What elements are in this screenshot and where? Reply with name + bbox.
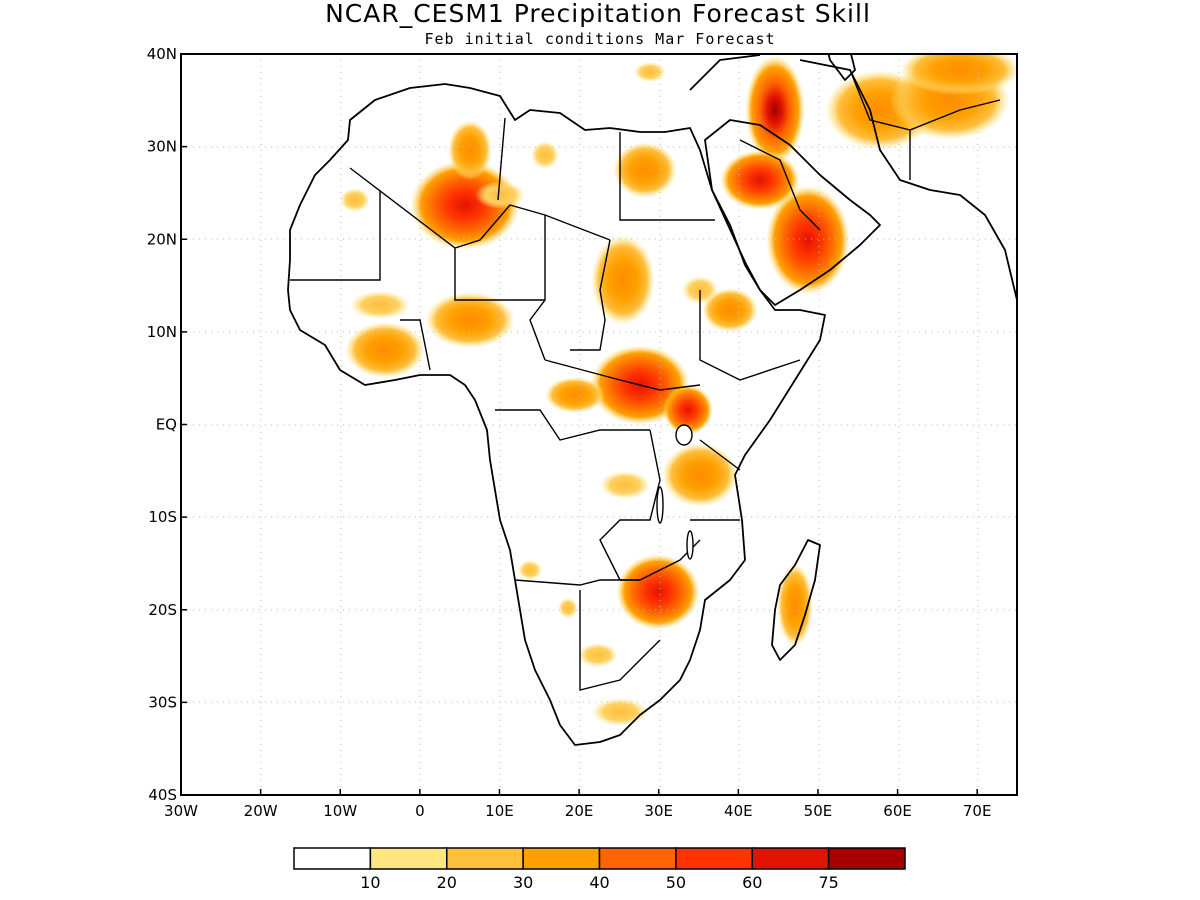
- lon-tick-label: 20E: [565, 802, 594, 820]
- colorbar-swatch: [751, 847, 830, 870]
- lat-tick-label: 20S: [148, 601, 177, 619]
- lon-tick-label: 30E: [644, 802, 673, 820]
- coastlines: [287, 54, 1017, 746]
- skill-area-central-asia: [900, 54, 1017, 95]
- skill-area-mali: [475, 181, 525, 209]
- colorbar-swatch: [827, 847, 906, 870]
- skill-area-nigeria: [425, 292, 515, 348]
- colorbar-swatch: [446, 847, 524, 870]
- skill-area-guinea-coast: [345, 322, 425, 378]
- skill-area-south-africa: [592, 698, 648, 726]
- madagascar-coastline: [771, 539, 821, 661]
- colorbar-swatch: [598, 847, 677, 870]
- skill-area-turkey: [634, 62, 666, 82]
- latitude-axis: 40N 30N 20N 10N EQ 10S 20S 30S 40S: [147, 45, 187, 804]
- colorbar-swatch: [293, 847, 372, 870]
- colorbar-label: 60: [742, 873, 762, 892]
- skill-shading: [340, 54, 1017, 726]
- lat-tick-label: 10N: [147, 323, 177, 341]
- skill-area-iraq: [745, 55, 805, 165]
- lat-tick-label: 20N: [147, 230, 177, 248]
- lake-malawi: [686, 530, 694, 560]
- lat-tick-label: 40N: [147, 45, 177, 63]
- arabia-coastline: [704, 119, 881, 306]
- skill-area-uganda: [663, 385, 713, 435]
- lon-tick-label: 50E: [804, 802, 833, 820]
- skill-area-zimbabwe: [616, 554, 700, 630]
- skill-area-sahel-west: [350, 291, 410, 319]
- colorbar-swatch: [369, 847, 448, 870]
- lat-tick-label: 30S: [148, 693, 177, 711]
- lon-tick-label: 40E: [724, 802, 753, 820]
- lakes: [656, 424, 694, 560]
- lake-tanganyika: [656, 486, 664, 524]
- figure-subtitle: Feb initial conditions Mar Forecast: [424, 30, 775, 48]
- skill-area-chad: [591, 235, 655, 325]
- skill-area-angola: [518, 560, 542, 580]
- lat-tick-label: 10S: [148, 508, 177, 526]
- colorbar: 10 20 30 40 50 60 75: [293, 847, 906, 892]
- lon-tick-label: 60E: [883, 802, 912, 820]
- lat-tick-label: 40S: [148, 786, 177, 804]
- colorbar-swatch: [522, 847, 601, 870]
- colorbar-label: 40: [589, 873, 609, 892]
- asia-coastline: [689, 54, 1017, 301]
- africa-coastline: [287, 83, 826, 746]
- lake-victoria: [675, 424, 693, 446]
- lon-tick-label: 30W: [164, 802, 198, 820]
- lon-tick-label: 0: [415, 802, 425, 820]
- skill-area-ethiopia: [702, 288, 758, 332]
- lon-tick-label: 10E: [485, 802, 514, 820]
- skill-area-madagascar: [777, 563, 813, 647]
- figure-title: NCAR_CESM1 Precipitation Forecast Skill: [325, 0, 871, 28]
- longitude-axis: 30W 20W 10W 0 10E 20E 30E 40E 50E 60E 70E: [164, 789, 991, 820]
- colorbar-swatch: [675, 847, 753, 870]
- graticule: [181, 54, 1017, 795]
- lon-tick-label: 70E: [963, 802, 992, 820]
- colorbar-label: 75: [818, 873, 838, 892]
- skill-area-tanzania: [662, 443, 738, 507]
- colorbar-label: 50: [666, 873, 686, 892]
- colorbar-label: 20: [437, 873, 457, 892]
- lat-tick-label: EQ: [156, 416, 177, 434]
- colorbar-label: 30: [513, 873, 533, 892]
- caspian-coastline: [827, 54, 856, 81]
- skill-area-botswana: [578, 643, 618, 667]
- lon-tick-label: 10W: [323, 802, 357, 820]
- map-panel: [181, 54, 1017, 795]
- skill-area-saudi-north: [720, 150, 800, 210]
- skill-area-central-africa: [545, 377, 605, 413]
- lat-tick-label: 30N: [147, 138, 177, 156]
- colorbar-label: 10: [360, 873, 380, 892]
- skill-area-west-sahara: [340, 188, 370, 212]
- skill-area-libya: [531, 141, 559, 169]
- skill-area-yemen: [766, 185, 850, 295]
- lon-tick-label: 20W: [244, 802, 278, 820]
- skill-area-egypt: [613, 142, 677, 198]
- skill-area-algeria-north: [448, 120, 492, 180]
- map-background: [181, 54, 1017, 795]
- skill-area-congo-south: [600, 471, 650, 499]
- country-borders: [290, 69, 1001, 691]
- skill-area-namibia: [558, 598, 578, 618]
